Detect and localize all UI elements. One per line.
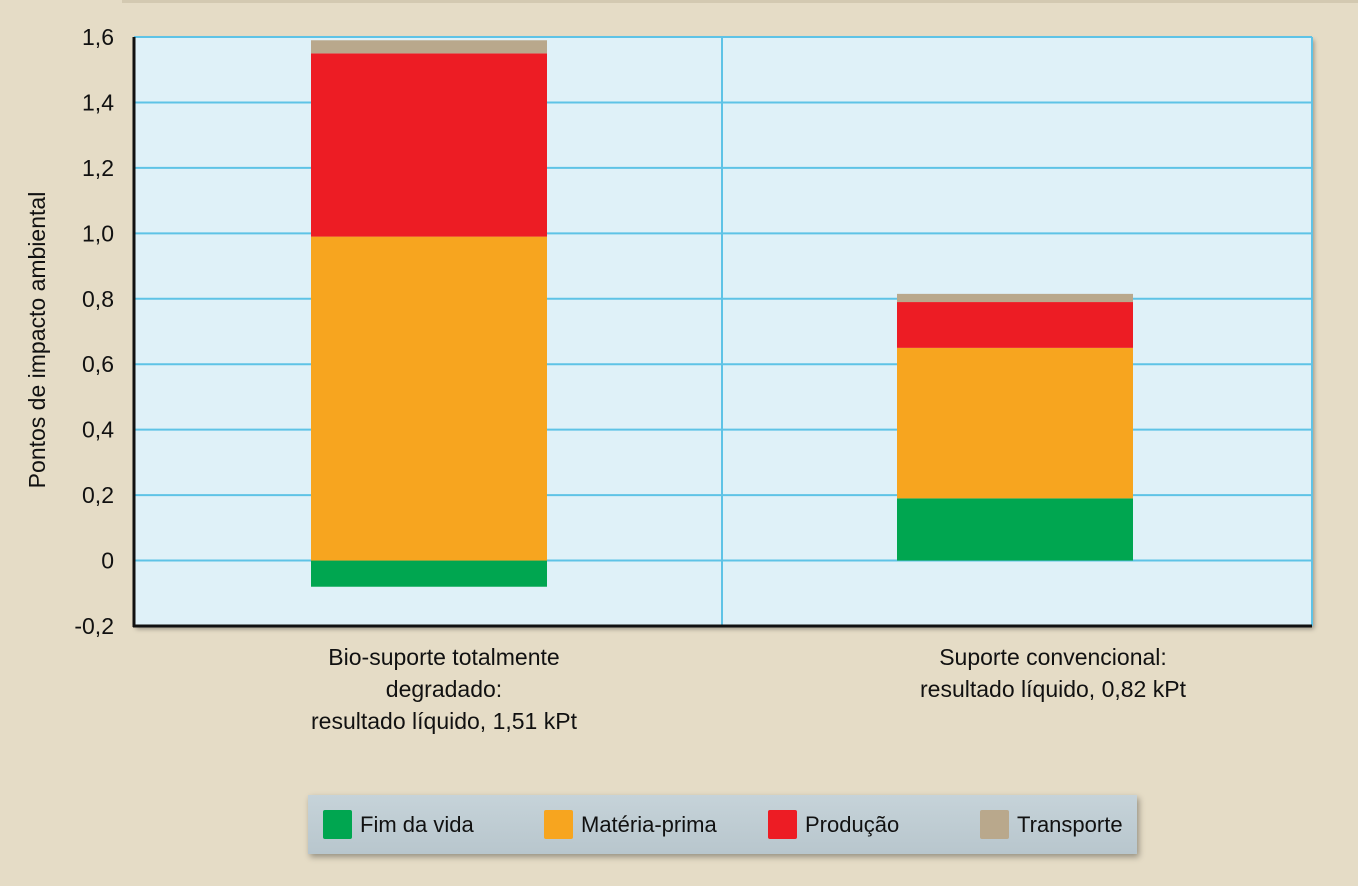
top-border	[122, 0, 1358, 3]
x-category-label-line: Bio-suporte totalmente	[328, 644, 560, 670]
bar-segment-transporte	[897, 293, 1133, 303]
legend-label: Matéria-prima	[581, 812, 717, 837]
legend-swatch	[980, 810, 1009, 839]
y-tick-label: 1,0	[82, 220, 114, 246]
bar-segment-mat-ria-prima	[897, 347, 1133, 499]
x-category-label-line: Suporte convencional:	[939, 644, 1167, 670]
legend-label: Produção	[805, 812, 900, 837]
y-tick-label: 0,4	[82, 417, 114, 443]
bar-segment-produ-o	[897, 302, 1133, 348]
bar-segment-mat-ria-prima	[311, 236, 547, 561]
bar-segment-fim-da-vida	[311, 560, 547, 587]
x-category-label-line: resultado líquido, 0,82 kPt	[920, 676, 1186, 702]
y-tick-label: 1,2	[82, 155, 114, 181]
legend-swatch	[323, 810, 352, 839]
legend-label: Transporte	[1017, 812, 1123, 837]
legend-swatch	[544, 810, 573, 839]
y-tick-label: 0	[101, 548, 114, 574]
y-tick-label: 0,8	[82, 286, 114, 312]
x-category-label-line: degradado:	[385, 676, 503, 702]
y-tick-label: -0,2	[74, 613, 114, 639]
y-tick-label: 1,4	[82, 89, 114, 115]
y-axis-label: Pontos de impacto ambiental	[24, 192, 50, 489]
y-tick-label: 0,2	[82, 482, 114, 508]
legend-swatch	[768, 810, 797, 839]
bar-segment-fim-da-vida	[897, 498, 1133, 561]
bar-segment-produ-o	[311, 53, 547, 237]
y-tick-label: 1,6	[82, 24, 114, 50]
y-tick-label: 0,6	[82, 351, 114, 377]
bar-segment-transporte	[311, 40, 547, 54]
x-category-label-line: resultado líquido, 1,51 kPt	[311, 708, 577, 734]
x-category-label: Suporte convencional: resultado líquido, …	[843, 641, 1263, 705]
x-category-label: Bio-suporte totalmente degradado: resultad…	[234, 641, 654, 737]
legend: Fim da vida Matéria-prima Produção Transpor…	[308, 795, 1137, 854]
legend-label: Fim da vida	[360, 812, 474, 837]
